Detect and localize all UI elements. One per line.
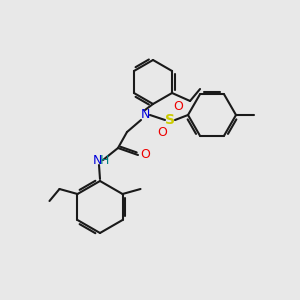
Text: N: N [140,109,150,122]
Text: S: S [165,113,175,127]
Text: H: H [99,154,109,166]
Text: O: O [173,100,183,113]
Text: O: O [140,148,150,161]
Text: N: N [92,154,102,166]
Text: O: O [157,127,167,140]
